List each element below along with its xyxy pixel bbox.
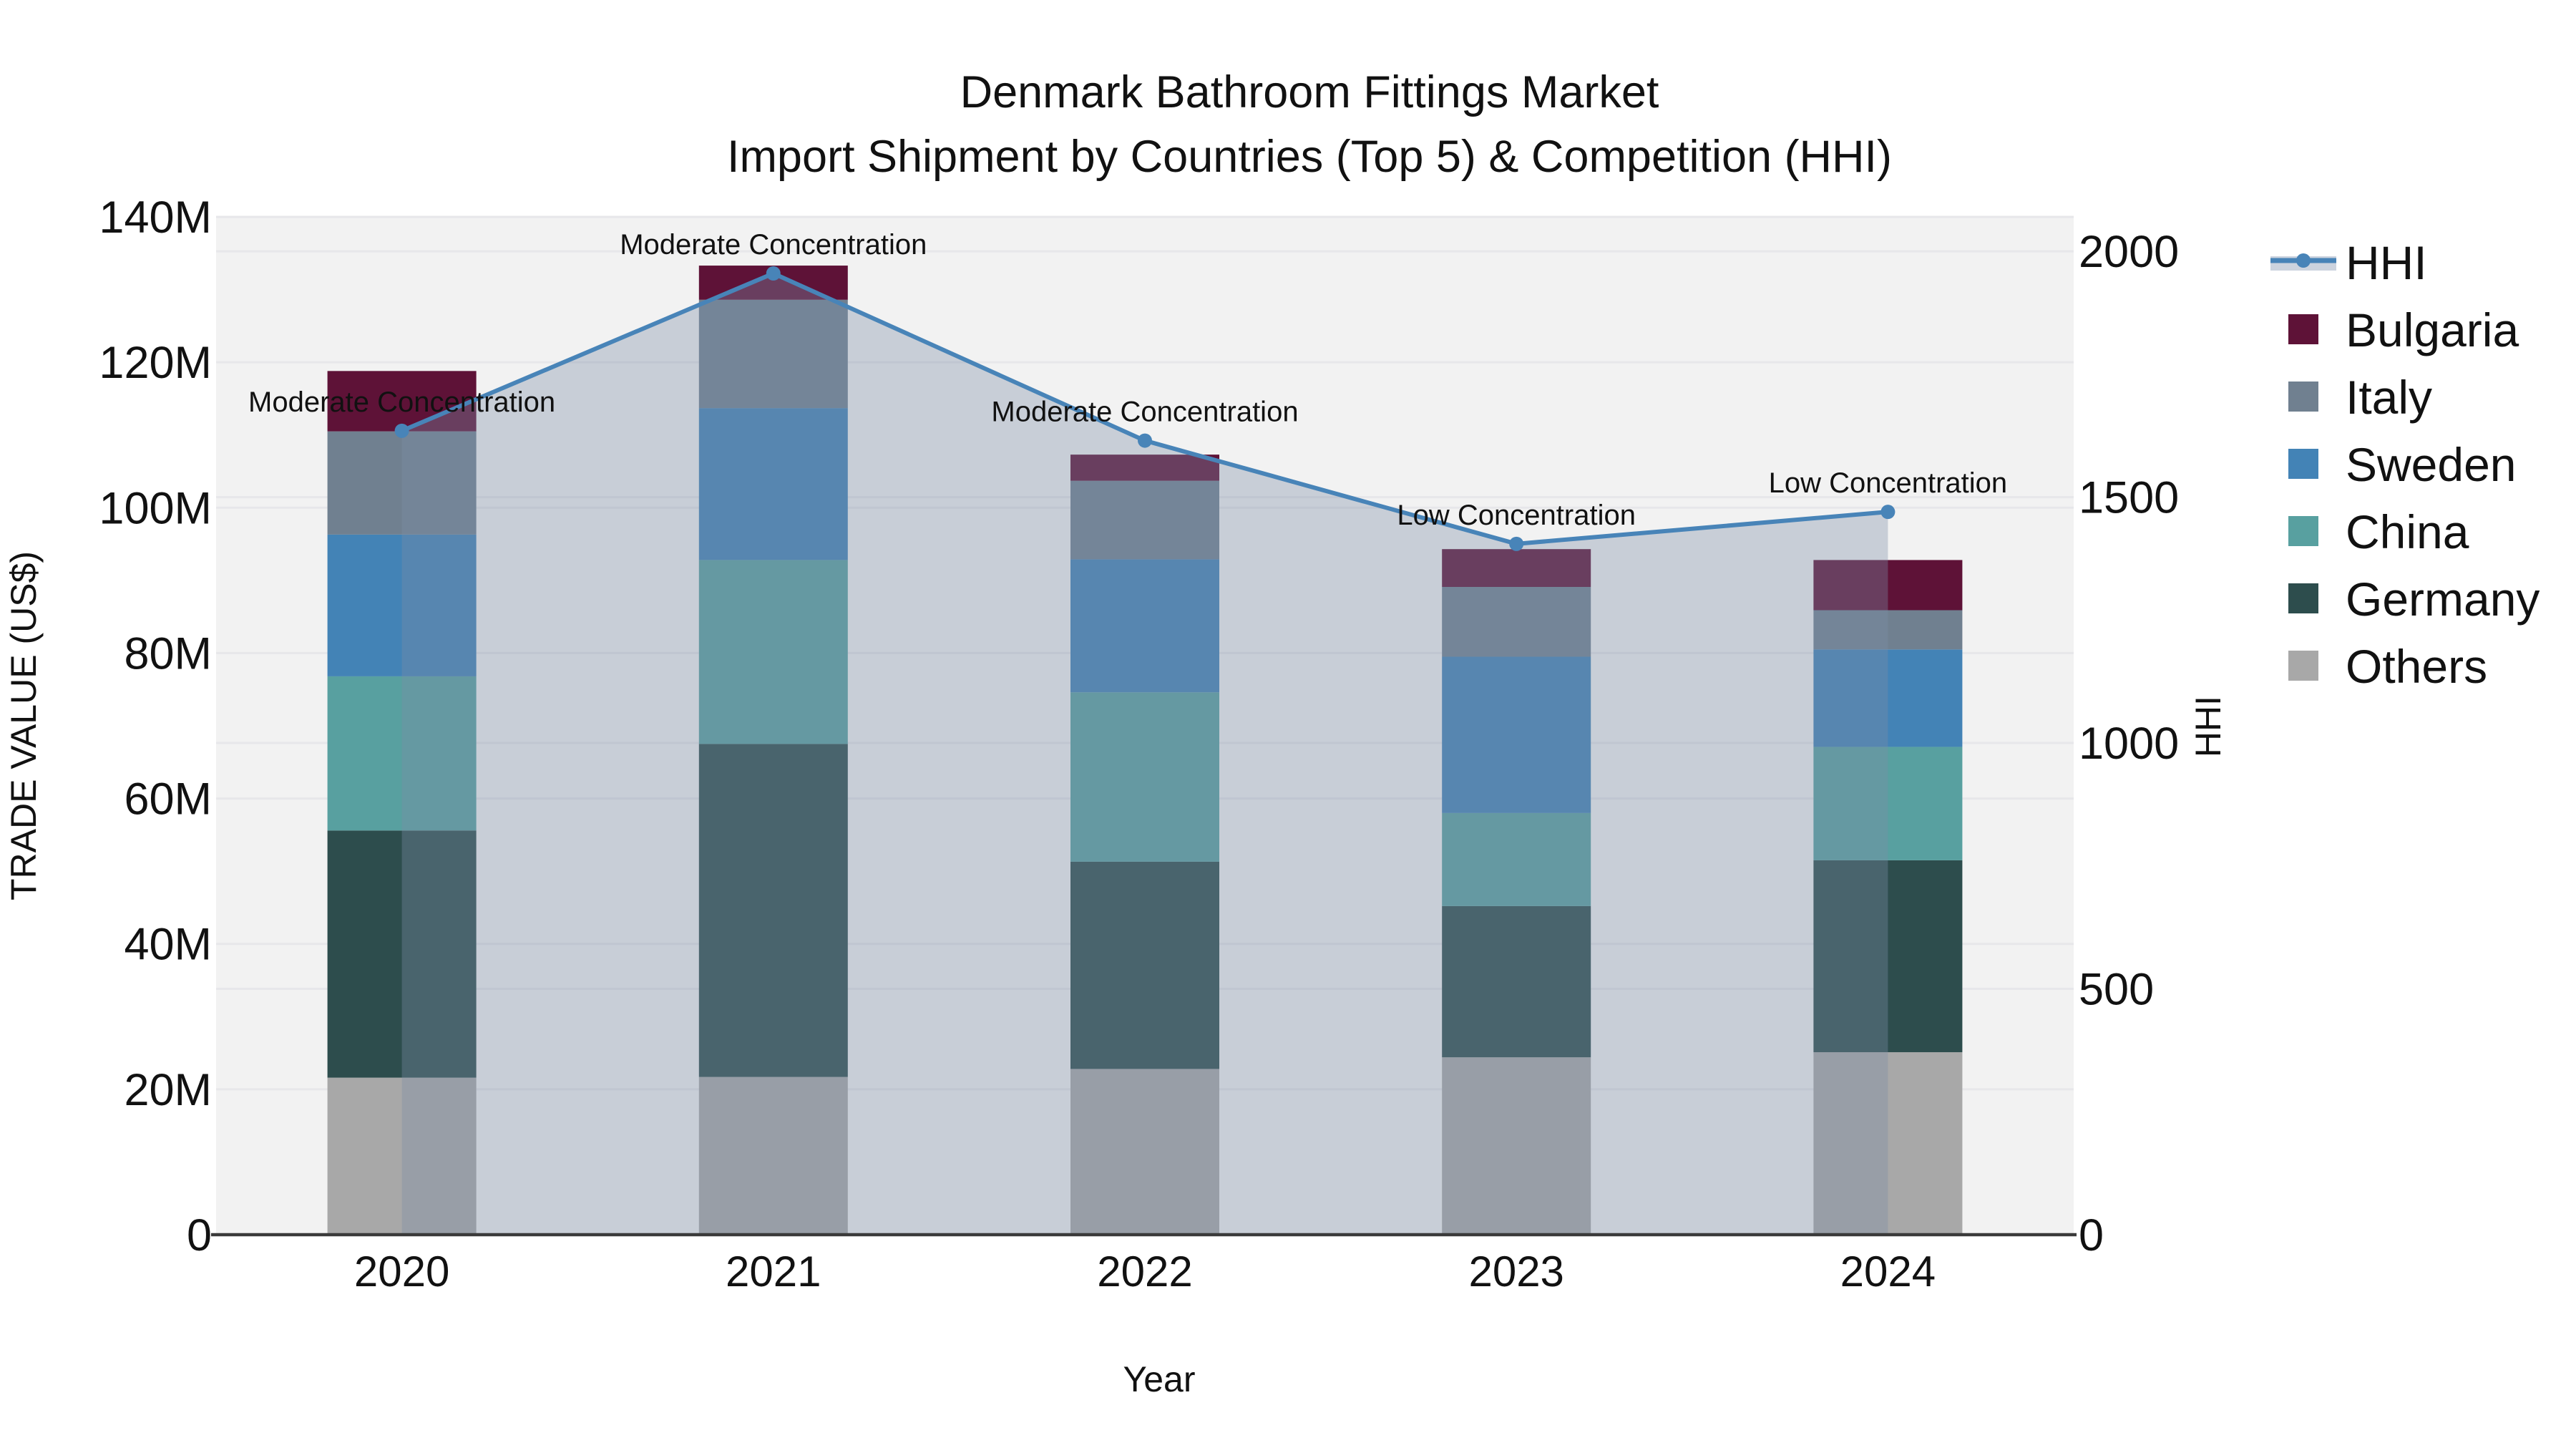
y-right-axis-label: HHI: [2188, 696, 2228, 757]
y-left-tick-0: 0: [187, 1210, 212, 1260]
legend-label-china: China: [2346, 505, 2469, 558]
bar-segment-sweden-2020: [327, 534, 477, 676]
bar-segment-bulgaria-2024: [1813, 560, 1963, 611]
chart-title-line2: Import Shipment by Countries (Top 5) & C…: [727, 132, 1892, 182]
legend: HHI Bulgaria Italy Sweden China Germany Others: [2270, 236, 2540, 693]
bar-segment-italy-2021: [698, 299, 848, 409]
bar-segment-bulgaria-2023: [1442, 549, 1591, 587]
bar-segment-italy-2020: [327, 431, 477, 535]
legend-label-germany: Germany: [2346, 573, 2540, 626]
legend-label-italy: Italy: [2346, 371, 2432, 424]
annotation-2023: Low Concentration: [1397, 500, 1636, 531]
bar-segment-china-2021: [698, 560, 848, 744]
legend-item-china: China: [2288, 505, 2469, 558]
legend-item-germany: Germany: [2288, 573, 2540, 626]
legend-hhi-marker-dot: [2296, 253, 2311, 268]
legend-item-italy: Italy: [2288, 371, 2432, 424]
bar-segment-others-2021: [698, 1077, 848, 1235]
legend-swatch-bulgaria: [2288, 314, 2318, 344]
bar-segment-bulgaria-2022: [1070, 455, 1219, 481]
bar-segment-others-2020: [327, 1077, 477, 1235]
x-tick-2023: 2023: [1468, 1248, 1563, 1296]
bar-segment-sweden-2022: [1070, 559, 1219, 693]
bar-segment-germany-2024: [1813, 860, 1963, 1053]
legend-item-hhi: HHI: [2270, 236, 2427, 289]
y-left-tick-80M: 80M: [124, 628, 212, 679]
y-right-tick-labels: 0 500 1000 1500 2000: [2079, 227, 2179, 1260]
y-right-tick-2000: 2000: [2079, 227, 2179, 277]
x-tick-2021: 2021: [726, 1248, 821, 1296]
bar-segment-germany-2023: [1442, 905, 1591, 1058]
legend-item-sweden: Sweden: [2288, 438, 2517, 491]
x-tick-2020: 2020: [354, 1248, 449, 1296]
chart-title-line1: Denmark Bathroom Fittings Market: [960, 67, 1659, 117]
annotation-2024: Low Concentration: [1769, 467, 2008, 499]
legend-swatch-germany: [2288, 583, 2318, 613]
annotation-2021: Moderate Concentration: [620, 229, 927, 261]
y-left-tick-labels: 0 20M 40M 60M 80M 100M 120M 140M: [99, 193, 212, 1260]
y-right-tick-0: 0: [2079, 1210, 2104, 1260]
legend-item-bulgaria: Bulgaria: [2288, 303, 2519, 356]
legend-label-hhi: HHI: [2346, 236, 2427, 289]
bar-segment-sweden-2023: [1442, 656, 1591, 813]
bar-segment-bulgaria-2020: [327, 371, 477, 432]
annotation-2022: Moderate Concentration: [991, 397, 1298, 428]
y-left-tick-100M: 100M: [99, 483, 212, 533]
x-tick-2024: 2024: [1840, 1248, 1936, 1296]
legend-swatch-italy: [2288, 382, 2318, 412]
bar-segment-sweden-2021: [698, 408, 848, 560]
hhi-marker-2021: [766, 266, 781, 281]
bar-segment-china-2023: [1442, 812, 1591, 906]
legend-label-others: Others: [2346, 640, 2487, 693]
bar-segment-italy-2024: [1813, 610, 1963, 650]
hhi-marker-2024: [1880, 505, 1896, 520]
x-tick-labels: 2020 2021 2022 2023 2024: [354, 1248, 1936, 1296]
y-left-tick-40M: 40M: [124, 920, 212, 970]
bar-segment-others-2024: [1813, 1052, 1963, 1235]
legend-item-others: Others: [2288, 640, 2487, 693]
y-left-tick-20M: 20M: [124, 1065, 212, 1115]
y-right-tick-1000: 1000: [2079, 719, 2179, 769]
plot-layers: 0 20M 40M 60M 80M 100M 120M 140M 0 500 1000 1500 200…: [99, 193, 2179, 1296]
bar-segment-germany-2022: [1070, 861, 1219, 1069]
hhi-marker-2020: [394, 423, 409, 438]
y-left-tick-140M: 140M: [99, 193, 212, 243]
stacked-bars: [327, 266, 1963, 1235]
bar-segment-germany-2020: [327, 830, 477, 1078]
y-right-tick-500: 500: [2079, 965, 2154, 1015]
hhi-area-fill: [401, 273, 1888, 1235]
annotation-2020: Moderate Concentration: [248, 387, 555, 418]
bar-segment-sweden-2024: [1813, 649, 1963, 747]
x-axis-label: Year: [1123, 1359, 1195, 1399]
y-right-tick-1500: 1500: [2079, 473, 2179, 523]
bar-segment-others-2023: [1442, 1057, 1591, 1235]
annotations: Moderate Concentration Moderate Concentra…: [248, 229, 2007, 531]
bar-segment-others-2022: [1070, 1069, 1219, 1235]
hhi-marker-2022: [1138, 433, 1152, 448]
legend-label-sweden: Sweden: [2346, 438, 2517, 491]
bar-segment-china-2022: [1070, 692, 1219, 862]
legend-swatch-china: [2288, 516, 2318, 546]
bar-segment-italy-2023: [1442, 586, 1591, 657]
y-left-tick-60M: 60M: [124, 774, 212, 825]
bar-segment-china-2024: [1813, 747, 1963, 860]
x-tick-2022: 2022: [1097, 1248, 1192, 1296]
legend-swatch-sweden: [2288, 449, 2318, 479]
bar-segment-germany-2021: [698, 744, 848, 1077]
bar-segment-china-2020: [327, 676, 477, 831]
y-left-tick-120M: 120M: [99, 338, 212, 388]
legend-label-bulgaria: Bulgaria: [2346, 303, 2519, 356]
bar-segment-italy-2022: [1070, 480, 1219, 560]
hhi-marker-2023: [1509, 536, 1524, 551]
legend-swatch-others: [2288, 651, 2318, 681]
y-left-axis-label: TRADE VALUE (US$): [4, 551, 44, 900]
